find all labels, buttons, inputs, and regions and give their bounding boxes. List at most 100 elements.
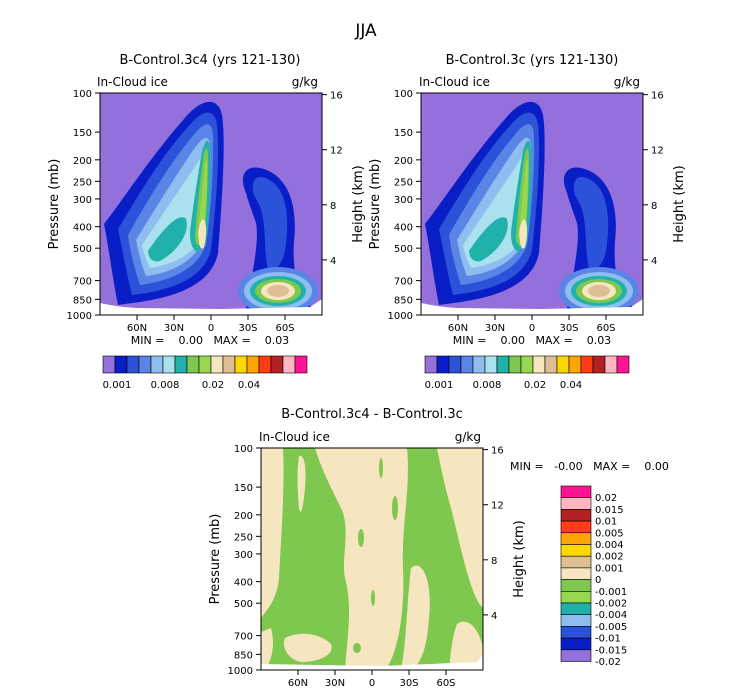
colorbar-swatch <box>568 355 582 374</box>
pressure-tick-label: 500 <box>73 244 92 255</box>
panel-control-3c4: B-Control.3c4 (yrs 121-130) In-Cloud ice… <box>47 53 366 391</box>
lat-tick-label: 0 <box>529 323 535 334</box>
tropical-contour-band <box>148 217 187 262</box>
difference-zero-band <box>437 448 483 608</box>
colorbar-swatch <box>210 355 224 374</box>
legend-swatch <box>560 602 592 615</box>
legend-swatch <box>560 485 592 498</box>
height-axis-label: Height (km) <box>351 165 366 242</box>
panel2-stats: MIN = 0.00 MAX = 0.03 <box>453 334 611 347</box>
lat-tick-label: 30N <box>485 323 505 334</box>
lat-tick-label: 0 <box>208 323 214 334</box>
difference-negative-speck <box>438 642 444 654</box>
pressure-tick-label: 850 <box>234 650 253 661</box>
pressure-tick-label: 850 <box>394 295 413 306</box>
colorbar-label: 0.02 <box>524 380 546 391</box>
difference-negative-speck <box>319 551 323 565</box>
difference-negative-speck <box>392 496 398 520</box>
panel1-title: B-Control.3c4 (yrs 121-130) <box>120 53 301 68</box>
panel3-legend: 0.020.0150.010.0050.0040.0020.0010-0.001… <box>560 485 627 668</box>
height-tick-label: 16 <box>651 91 664 102</box>
panel3-title: B-Control.3c4 - B-Control.3c <box>281 407 463 422</box>
panel2-colorbar: 0.001 0.008 0.02 0.04 <box>425 355 630 391</box>
legend-swatch <box>560 544 592 557</box>
pressure-tick-label: 500 <box>234 599 253 610</box>
colorbar-swatch <box>472 355 486 374</box>
height-tick-label: 16 <box>330 91 343 102</box>
difference-negative-speck <box>358 529 364 547</box>
height-tick-label: 12 <box>491 501 504 512</box>
pressure-tick-label: 100 <box>394 89 413 100</box>
colorbar-swatch <box>138 355 152 374</box>
legend-swatch <box>560 555 592 569</box>
height-tick-label: 8 <box>330 201 336 212</box>
legend-label: -0.02 <box>595 657 621 668</box>
colorbar-label: 0.008 <box>473 380 502 391</box>
pressure-tick-label: 150 <box>73 128 92 139</box>
lat-tick-label: 0 <box>369 678 375 689</box>
pressure-tick-label: 1000 <box>388 311 413 322</box>
pressure-tick-label: 150 <box>394 128 413 139</box>
colorbar-swatch <box>126 355 140 374</box>
legend-swatch <box>560 520 592 534</box>
panel1-colorbar: 0.001 0.008 0.02 0.04 <box>103 355 308 391</box>
southern-contour-band <box>573 176 609 270</box>
panel3-stats: MIN = -0.00 MAX = 0.00 <box>510 460 669 473</box>
colorbar-swatch <box>246 355 260 374</box>
panel1-units: g/kg <box>292 75 318 89</box>
panel2-plot <box>421 93 643 315</box>
surface-mask <box>100 299 322 315</box>
colorbar-swatch <box>448 355 462 374</box>
surface-mask <box>261 654 483 670</box>
colorbar-swatch <box>616 355 630 374</box>
legend-label: -0.004 <box>595 610 627 621</box>
colorbar-swatch <box>544 355 558 374</box>
pressure-axis-label: Pressure (mb) <box>47 159 62 250</box>
tropical-contour-band <box>198 219 207 249</box>
colorbar-label: 0.008 <box>151 380 180 391</box>
height-tick-label: 8 <box>651 201 657 212</box>
pressure-tick-label: 200 <box>234 511 253 522</box>
lat-tick-label: 60S <box>596 323 615 334</box>
pressure-tick-label: 500 <box>394 244 413 255</box>
colorbar-swatch <box>436 355 450 374</box>
pressure-tick-label: 150 <box>234 483 253 494</box>
colorbar-label: 0.04 <box>560 380 582 391</box>
difference-negative-speck <box>324 592 330 604</box>
lat-tick-label: 60S <box>275 323 294 334</box>
tropical-contour-band <box>519 219 528 249</box>
colorbar-swatch <box>282 355 296 374</box>
panel1-plot <box>100 93 322 315</box>
colorbar-label: 0.001 <box>103 380 132 391</box>
colorbar-swatch <box>174 355 188 374</box>
panel3-units: g/kg <box>455 430 481 444</box>
pressure-tick-label: 300 <box>394 195 413 206</box>
colorbar-swatch <box>604 355 618 374</box>
southern-lowlevel-band <box>267 285 289 297</box>
pressure-tick-label: 700 <box>234 632 253 643</box>
height-tick-label: 4 <box>330 256 336 267</box>
colorbar-swatch <box>150 355 164 374</box>
colorbar-swatch <box>508 355 522 374</box>
height-tick-label: 16 <box>491 446 504 457</box>
surface-mask <box>421 299 643 315</box>
legend-label: 0.01 <box>595 517 617 528</box>
difference-zero-band <box>449 621 483 670</box>
difference-zero-band <box>283 633 332 662</box>
legend-label: 0.004 <box>595 540 624 551</box>
panel-control-3c: B-Control.3c (yrs 121-130) In-Cloud ice … <box>368 53 687 391</box>
legend-swatch <box>560 649 592 662</box>
colorbar-swatch <box>580 355 594 374</box>
pressure-tick-label: 250 <box>394 177 413 188</box>
lat-tick-label: 30S <box>559 323 578 334</box>
legend-swatch <box>560 579 592 592</box>
legend-label: -0.015 <box>595 645 627 656</box>
panel1-stats: MIN = 0.00 MAX = 0.03 <box>131 334 289 347</box>
height-axis-label: Height (km) <box>512 520 527 597</box>
legend-swatch <box>560 497 592 510</box>
colorbar-swatch <box>294 355 308 374</box>
lat-tick-label: 60N <box>448 323 468 334</box>
lat-tick-label: 30N <box>325 678 345 689</box>
panel3-plot <box>261 448 483 670</box>
pressure-axis-label: Pressure (mb) <box>368 159 383 250</box>
